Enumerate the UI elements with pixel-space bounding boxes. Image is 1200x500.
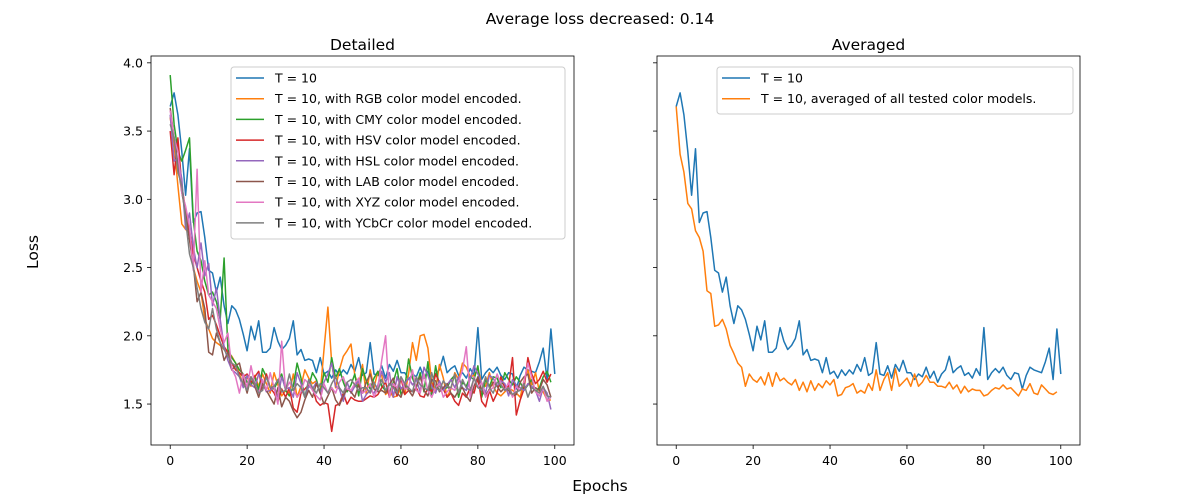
detailed-x-tick-label: 0	[166, 453, 174, 468]
legend-label-t-10: T = 10	[274, 71, 317, 86]
detailed-x-tick-label: 80	[470, 453, 486, 468]
averaged-x-tick-label: 100	[1049, 453, 1073, 468]
legend-label-t-10-averaged-of-all-tested-color-models: T = 10, averaged of all tested color mod…	[760, 91, 1036, 106]
averaged-x-tick-label: 40	[822, 453, 838, 468]
detailed-axes-frame	[150, 55, 575, 446]
series-line-t-10	[169, 92, 556, 390]
averaged-panel: Averaged 0 20 40 60 80 100 T = 10 T = 10, averag…	[653, 36, 1081, 468]
series-line-t-10	[675, 92, 1062, 390]
averaged-legend: T = 10 T = 10, averaged of all tested col…	[716, 66, 1074, 115]
detailed-x-tick-label: 60	[393, 453, 409, 468]
detailed-legend: T = 10 T = 10, with RGB color model encod…	[230, 66, 566, 240]
figure-y-axis-label: Loss	[24, 235, 42, 269]
detailed-y-tick-label: 3.5	[123, 124, 143, 139]
averaged-legend-box	[716, 66, 1074, 115]
detailed-series-group	[169, 75, 556, 433]
figure-x-axis-label: Epochs	[572, 477, 628, 495]
legend-label-t-10-with-xyz-color-model-encoded: T = 10, with XYZ color model encoded.	[274, 195, 519, 210]
series-line-t-10-with-xyz-color-model-encoded	[169, 110, 552, 405]
legend-label-t-10-with-rgb-color-model-encoded: T = 10, with RGB color model encoded.	[274, 91, 522, 106]
series-line-t-10-with-hsv-color-model-encoded	[169, 131, 552, 433]
detailed-y-tick-label: 3.0	[123, 192, 143, 207]
averaged-axes-frame	[656, 55, 1081, 446]
averaged-x-tick-label: 0	[672, 453, 680, 468]
legend-label-t-10: T = 10	[760, 71, 803, 86]
averaged-x-tick-label: 20	[745, 453, 761, 468]
detailed-x-tick-label: 100	[543, 453, 567, 468]
detailed-y-tick-label: 2.0	[123, 328, 143, 343]
averaged-series-group	[675, 92, 1062, 397]
legend-label-t-10-with-ycbcr-color-model-encoded: T = 10, with YCbCr color model encoded.	[274, 215, 532, 230]
detailed-legend-box	[230, 66, 566, 240]
detailed-panel: Detailed 0 20 40 60 80 100 1.5 2.0 2.5 3.0 3.5 4.0 T …	[123, 36, 575, 468]
detailed-y-tick-label: 1.5	[123, 397, 143, 412]
detailed-y-tick-label: 4.0	[123, 55, 143, 70]
legend-label-t-10-with-hsv-color-model-encoded: T = 10, with HSV color model encoded.	[274, 133, 521, 148]
detailed-x-tick-label: 20	[239, 453, 255, 468]
legend-label-t-10-with-cmy-color-model-encoded: T = 10, with CMY color model encoded.	[274, 112, 522, 127]
figure-suptitle: Average loss decreased: 0.14	[486, 10, 715, 28]
averaged-x-tick-label: 60	[899, 453, 915, 468]
legend-label-t-10-with-lab-color-model-encoded: T = 10, with LAB color model encoded.	[274, 174, 519, 189]
series-line-t-10-averaged-of-all-tested-color-models	[675, 106, 1058, 397]
detailed-x-tick-label: 40	[316, 453, 332, 468]
detailed-title: Detailed	[330, 36, 395, 54]
averaged-x-tick-label: 80	[976, 453, 992, 468]
legend-label-t-10-with-hsl-color-model-encoded: T = 10, with HSL color model encoded.	[274, 153, 519, 168]
detailed-y-tick-label: 2.5	[123, 260, 143, 275]
averaged-title: Averaged	[832, 36, 906, 54]
series-line-t-10-with-ycbcr-color-model-encoded	[169, 123, 552, 398]
